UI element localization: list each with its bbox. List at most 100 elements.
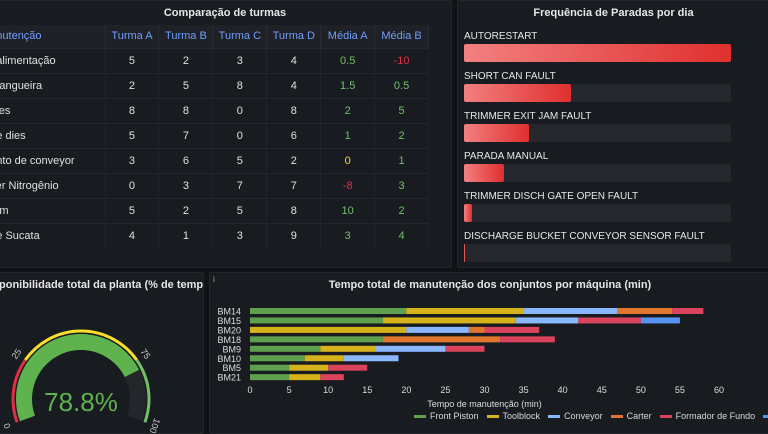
column-header[interactable]: Turma B bbox=[158, 25, 214, 48]
cell-ma: 1.5 bbox=[320, 72, 376, 98]
gauge-value-arc bbox=[16, 334, 140, 422]
legend-swatch bbox=[414, 415, 426, 419]
column-header[interactable]: Média A bbox=[320, 25, 376, 48]
cell-label: r Jam bbox=[0, 197, 106, 223]
cell-mb: 4 bbox=[374, 222, 429, 248]
bar-segment bbox=[406, 326, 469, 333]
stop-bar bbox=[464, 204, 731, 222]
bar-segment bbox=[382, 317, 516, 324]
bar-segment bbox=[500, 336, 555, 343]
legend-item[interactable]: Front Piston bbox=[414, 411, 479, 421]
bar-segment bbox=[328, 364, 368, 371]
cell-ma: 2 bbox=[320, 97, 376, 123]
stop-label: AUTORESTART bbox=[464, 31, 538, 42]
x-tick-label: 50 bbox=[636, 385, 646, 395]
x-tick-label: 60 bbox=[714, 385, 724, 395]
maintenance-time-panel: i Tempo total de manutenção dos conjunto… bbox=[209, 272, 768, 434]
cell-ma: 3 bbox=[320, 222, 376, 248]
column-header[interactable]: Manutenção bbox=[0, 25, 106, 48]
legend-item[interactable]: Conveyor bbox=[548, 411, 603, 421]
cell-d: 4 bbox=[266, 47, 322, 73]
gauge-threshold bbox=[24, 329, 138, 361]
cell-b: 7 bbox=[158, 122, 214, 148]
bar-segment bbox=[523, 308, 618, 314]
category-label: BM15 bbox=[217, 316, 241, 326]
legend-label: Formador de Fundo bbox=[675, 411, 756, 421]
x-tick-label: 10 bbox=[323, 385, 333, 395]
category-label: BM20 bbox=[217, 325, 241, 335]
cell-b: 3 bbox=[158, 172, 214, 198]
cell-label: mento de conveyor bbox=[0, 147, 106, 173]
cell-ma: 0.5 bbox=[320, 47, 376, 73]
category-label: BM21 bbox=[217, 373, 241, 383]
legend-label: Conveyor bbox=[564, 411, 603, 421]
cell-mb: 1 bbox=[374, 147, 429, 173]
gauge-threshold bbox=[11, 359, 27, 423]
bar-segment bbox=[289, 364, 329, 371]
bar-segment bbox=[304, 355, 344, 362]
cell-d: 8 bbox=[266, 197, 322, 223]
cell-c: 5 bbox=[212, 197, 268, 223]
panel-title: Frequência de Paradas por dia bbox=[533, 7, 694, 19]
info-icon[interactable]: i bbox=[213, 275, 215, 284]
cell-label: e mangueira bbox=[0, 72, 106, 98]
stops-frequency-panel: Frequência de Paradas por dia AUTORESTAR… bbox=[457, 0, 768, 268]
bar-segment bbox=[672, 308, 704, 314]
cell-label: e dies bbox=[0, 97, 106, 123]
bar-segment bbox=[250, 326, 407, 333]
legend-item[interactable]: Toolblock bbox=[486, 411, 540, 421]
cell-b: 8 bbox=[158, 97, 214, 123]
x-tick-label: 20 bbox=[401, 385, 411, 395]
stop-label: PARADA MANUAL bbox=[464, 151, 549, 162]
legend-item[interactable]: Carter bbox=[610, 411, 652, 421]
cell-c: 0 bbox=[212, 97, 268, 123]
cell-a: 5 bbox=[105, 122, 160, 148]
legend-swatch bbox=[763, 415, 768, 419]
bar-segment bbox=[250, 374, 290, 381]
column-header[interactable]: Turma A bbox=[105, 25, 160, 48]
table-row: e mangueira25841.50.5 bbox=[0, 72, 429, 98]
cell-c: 7 bbox=[212, 172, 268, 198]
category-label: BM9 bbox=[222, 344, 241, 354]
column-header[interactable]: Turma C bbox=[212, 25, 268, 48]
cell-mb: 2 bbox=[374, 122, 429, 148]
column-header[interactable]: Turma D bbox=[266, 25, 322, 48]
cell-c: 3 bbox=[212, 222, 268, 248]
cell-a: 4 bbox=[105, 222, 160, 248]
cell-label: tecer Nitrogênio bbox=[0, 172, 106, 198]
legend-swatch bbox=[610, 415, 623, 419]
gauge-tick-label: 25 bbox=[10, 347, 24, 361]
x-tick-label: 0 bbox=[247, 385, 252, 395]
stop-bar-fill bbox=[464, 44, 731, 62]
bar-segment bbox=[320, 345, 376, 352]
category-label: BM10 bbox=[217, 354, 241, 364]
category-label: BM18 bbox=[217, 335, 241, 345]
bar-segment bbox=[406, 308, 524, 314]
column-header[interactable]: Média B bbox=[374, 25, 429, 48]
bar-segment bbox=[320, 374, 344, 381]
stop-bar bbox=[464, 244, 731, 262]
legend-item[interactable]: F bbox=[763, 411, 768, 421]
stop-bar bbox=[464, 164, 731, 182]
legend-label: Front Piston bbox=[430, 411, 479, 421]
cell-a: 5 bbox=[105, 197, 160, 223]
cell-b: 5 bbox=[158, 72, 214, 98]
stop-bar bbox=[464, 124, 731, 142]
bar-segment bbox=[382, 336, 501, 343]
category-label: BM5 bbox=[222, 363, 241, 373]
stop-bar-fill bbox=[464, 84, 571, 102]
table-row: r Jam5258102 bbox=[0, 197, 429, 223]
cell-b: 2 bbox=[158, 47, 214, 73]
bar-segment bbox=[375, 345, 446, 352]
bar-segment bbox=[250, 355, 305, 362]
stop-bar-fill bbox=[464, 124, 530, 142]
bar-segment bbox=[578, 317, 641, 324]
panel-title: ponibilidade total da planta (% de tempo… bbox=[0, 279, 204, 291]
legend-item[interactable]: Formador de Fundo bbox=[659, 411, 756, 421]
